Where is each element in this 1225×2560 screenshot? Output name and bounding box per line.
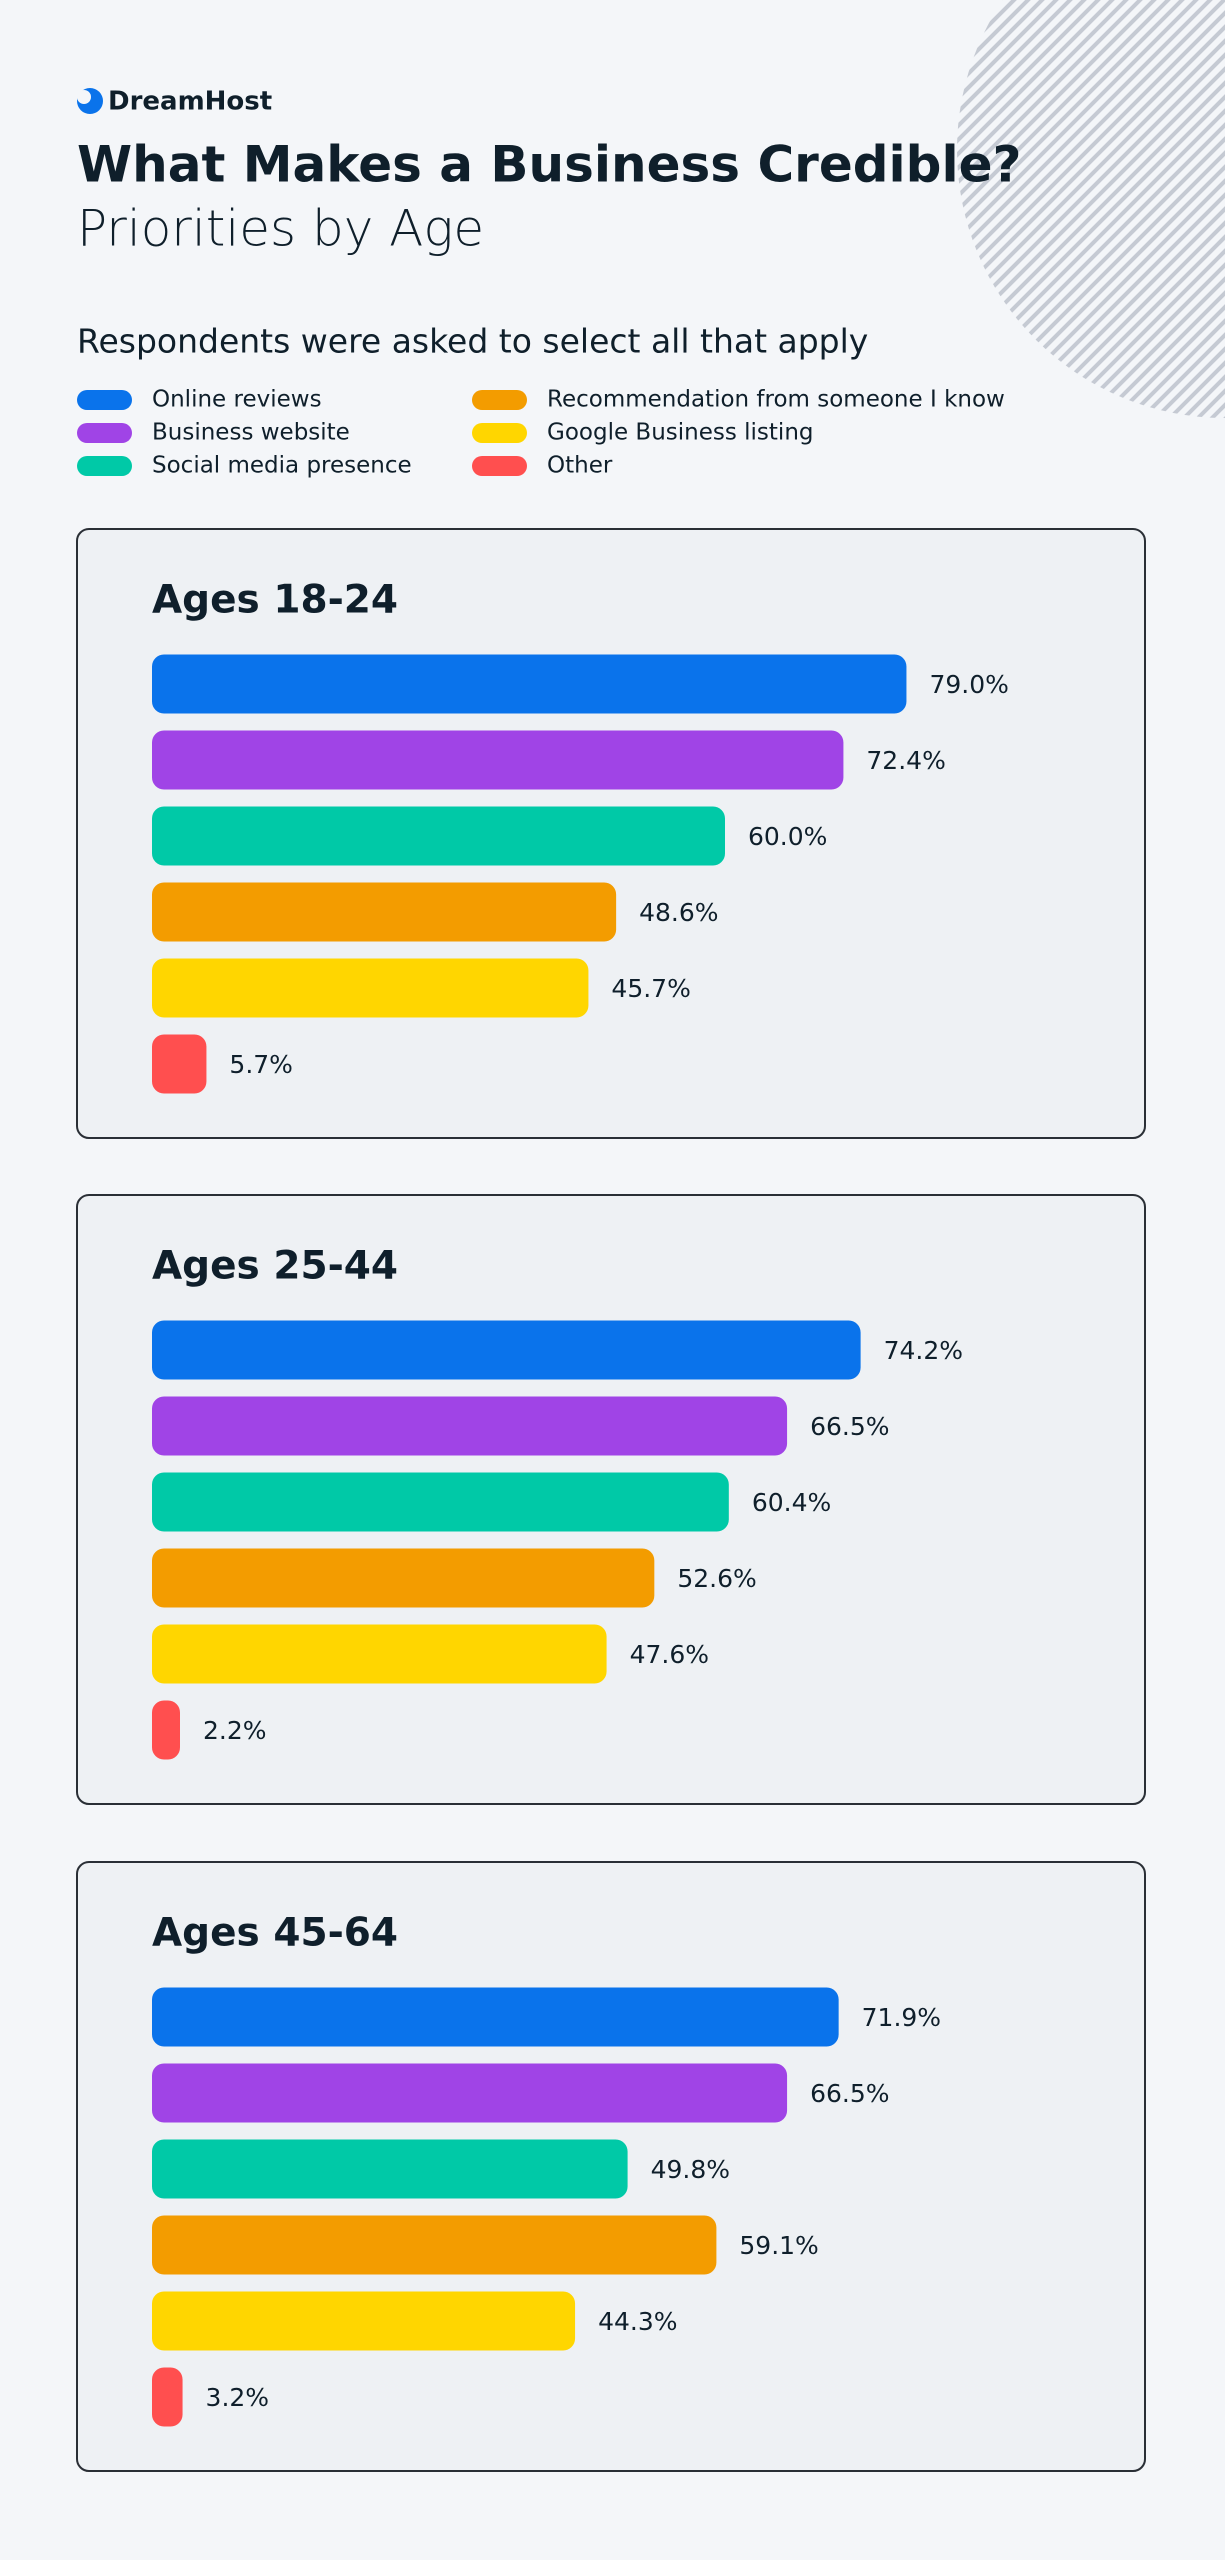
value-label: 45.7% [611,974,690,1003]
brand: DreamHost [108,87,272,117]
stripe [1122,0,1225,418]
stripe [957,0,1220,418]
stripe [1136,0,1225,418]
legend-label: Business website [152,420,350,446]
legend-label: Online reviews [152,387,322,413]
value-label: 74.2% [884,1336,963,1365]
value-label: 60.0% [748,822,827,851]
legend-swatch [472,390,527,410]
stripe [957,0,1225,418]
stripe [1052,0,1225,418]
bar [152,1472,729,1532]
stripe [1080,0,1225,418]
value-label: 71.9% [862,2003,941,2032]
logo: DreamHost [77,87,272,117]
stripe [957,0,1094,418]
bar [152,2215,717,2275]
chart-title: Ages 18-24 [152,578,398,623]
title: What Makes a Business Credible? [77,136,1022,194]
stripe [957,0,1225,418]
value-label: 52.6% [677,1564,756,1593]
bar [152,730,844,790]
value-label: 79.0% [929,670,1008,699]
bar [152,882,617,942]
stripe [957,0,1108,418]
legend-swatch [472,423,527,443]
stripe [957,0,1225,418]
legend-label: Social media presence [152,453,412,479]
bar [152,1320,861,1380]
value-label: 44.3% [598,2307,677,2336]
value-label: 66.5% [810,2079,889,2108]
stripe [957,0,1225,418]
value-label: 72.4% [866,746,945,775]
bar [152,654,907,714]
stripe [957,0,1225,418]
legend-swatch [77,456,132,476]
stripe [957,0,1122,418]
bar [152,1034,207,1094]
stripe [957,0,1136,418]
value-label: 66.5% [810,1412,889,1441]
stripe [1038,0,1225,418]
stripe [957,0,1206,418]
stripe [957,0,1225,418]
bar [152,958,589,1018]
legend-swatch [472,456,527,476]
stripe [1024,0,1225,418]
stripe [957,0,1178,418]
value-label: 3.2% [206,2383,270,2412]
logo-icon-cut [77,90,91,104]
chart-title: Ages 25-44 [152,1244,398,1289]
stripe [957,0,1192,418]
bar [152,1396,788,1456]
stripe [1066,0,1225,418]
stripe [957,0,1225,418]
legend-swatch [77,423,132,443]
legend-label: Other [547,453,613,479]
bar [152,1987,839,2047]
bar [152,2139,628,2199]
value-label: 49.8% [651,2155,730,2184]
stripe [957,0,1225,418]
stripe [957,0,1225,418]
stripe [957,0,1150,418]
stripe [957,0,1080,418]
subtitle: Priorities by Age [77,200,484,258]
stripe [957,0,1225,418]
value-label: 2.2% [203,1716,267,1745]
stripe [1010,0,1225,418]
bar [152,2063,788,2123]
stripe [957,0,1164,418]
bar [152,1548,655,1608]
value-label: 59.1% [739,2231,818,2260]
stripe [996,0,1225,418]
stripe [982,0,1225,418]
bar [152,2367,183,2427]
legend-swatch [77,390,132,410]
chart-title: Ages 45-64 [152,1911,398,1956]
bar [152,2291,576,2351]
note: Respondents were asked to select all tha… [77,322,868,361]
bar [152,806,725,866]
value-label: 48.6% [639,898,718,927]
stripe [957,0,1225,418]
value-label: 60.4% [752,1488,831,1517]
legend-label: Google Business listing [547,420,814,446]
value-label: 47.6% [630,1640,709,1669]
stripe [1094,0,1225,418]
bar [152,1700,180,1760]
stripe [1108,0,1225,418]
bar [152,1624,607,1684]
value-label: 5.7% [229,1050,293,1079]
legend-label: Recommendation from someone I know [547,387,1005,413]
